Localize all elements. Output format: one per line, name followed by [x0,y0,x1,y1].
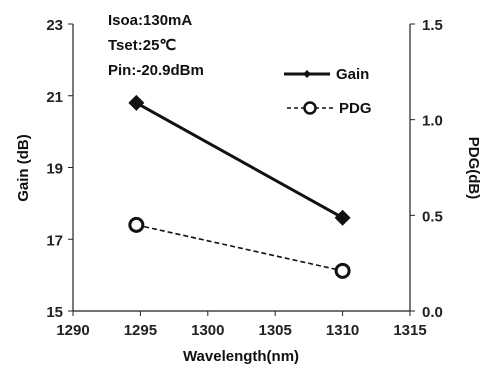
y2-axis-title: PDG(dB) [465,137,482,200]
series-layer [128,94,351,279]
x-tick-label: 1290 [56,322,89,339]
y2-tick-label: 0.0 [422,304,443,321]
x-tick-label: 1310 [326,322,359,339]
data-point-pdg [128,216,145,233]
y-axis-title: Gain (dB) [15,134,32,202]
series-line-pdg [136,224,343,272]
y2-tick-label: 1.5 [422,17,443,34]
legend-gain-marker [303,70,311,78]
x-tick-label: 1300 [191,322,224,339]
x-axis-title: Wavelength(nm) [183,348,299,365]
y-tick-label: 17 [46,232,63,249]
x-tick-label: 1295 [124,322,157,339]
annotation-tset: Tset:25℃ [108,37,176,54]
data-point-gain [334,209,351,226]
ticks-layer: 1290 1295 1300 1305 1310 1315 15 17 19 21 23 0.0 0.5… [46,17,443,339]
legend-gain-label: Gain [336,66,369,83]
series-line-gain [135,101,344,220]
data-point-gain [128,94,145,111]
annotation-isoa: Isoa:130mA [108,12,192,29]
y-tick-label: 21 [46,89,63,106]
legend-pdg-marker [303,101,317,115]
x-tick-label: 1315 [393,322,426,339]
y2-tick-label: 0.5 [422,208,443,225]
legend-pdg-label: PDG [339,100,372,117]
x-tick-label: 1305 [259,322,292,339]
legend: Gain PDG [284,66,372,117]
annotation-pin: Pin:-20.9dBm [108,62,204,79]
y-tick-label: 15 [46,304,63,321]
y-tick-label: 23 [46,17,63,34]
y2-tick-label: 1.0 [422,113,443,130]
y-tick-label: 19 [46,161,63,178]
data-point-pdg [334,262,351,279]
